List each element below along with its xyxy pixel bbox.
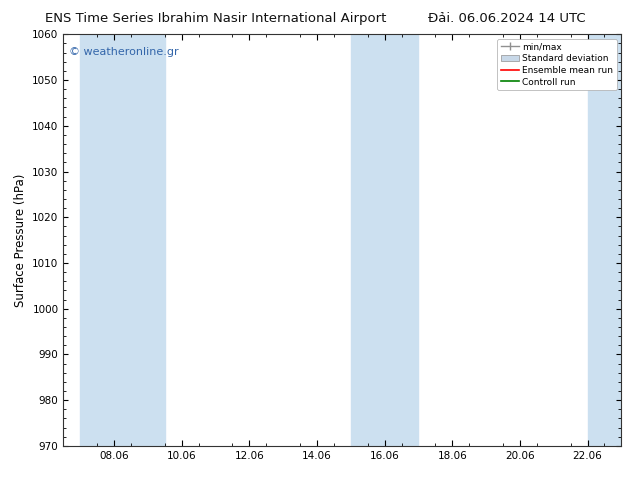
Bar: [81, 34, 165, 446]
Text: ENS Time Series Ibrahim Nasir International Airport: ENS Time Series Ibrahim Nasir Internatio…: [45, 12, 386, 25]
Text: Đải. 06.06.2024 14 UTC: Đải. 06.06.2024 14 UTC: [429, 12, 586, 25]
Bar: [351, 34, 418, 446]
Legend: min/max, Standard deviation, Ensemble mean run, Controll run: min/max, Standard deviation, Ensemble me…: [497, 39, 617, 90]
Bar: [588, 34, 621, 446]
Y-axis label: Surface Pressure (hPa): Surface Pressure (hPa): [14, 173, 27, 307]
Text: © weatheronline.gr: © weatheronline.gr: [69, 47, 179, 57]
